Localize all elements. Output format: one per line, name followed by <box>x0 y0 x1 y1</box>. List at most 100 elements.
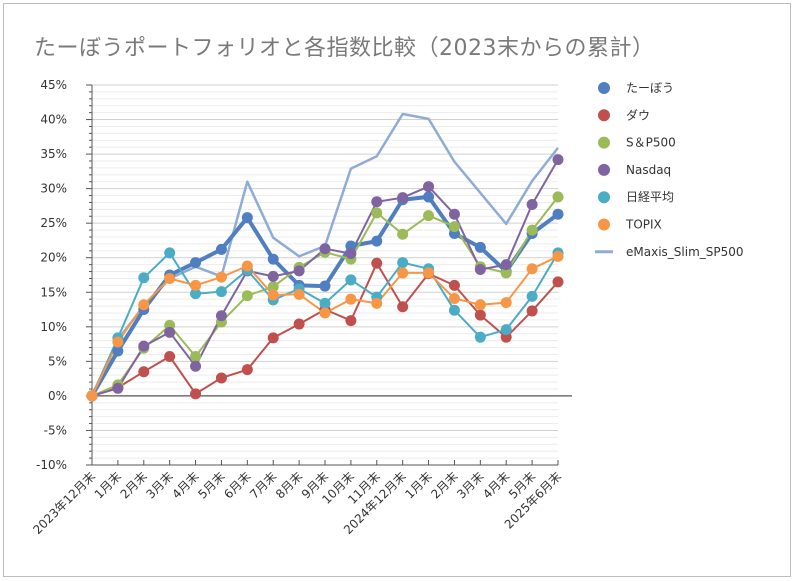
chart-title: たーぼうポートフォリオと各指数比較（2023末からの累計） <box>34 36 655 61</box>
series-lines <box>86 112 564 402</box>
data-point <box>474 309 486 321</box>
legend-marker <box>598 191 610 204</box>
data-point <box>267 270 279 282</box>
series-line-0 <box>90 194 560 397</box>
legend-label: たーぼう <box>626 81 674 95</box>
data-point <box>267 281 279 293</box>
y-tick-label: 20% <box>40 251 67 265</box>
legend-label: TOPIX <box>625 218 662 232</box>
data-point <box>500 331 512 343</box>
data-point <box>526 263 538 275</box>
y-tick-label: 10% <box>40 320 67 334</box>
data-point <box>241 364 253 376</box>
legend-marker <box>598 218 610 231</box>
data-point <box>448 304 460 316</box>
data-point <box>293 265 305 277</box>
data-point <box>423 191 435 203</box>
x-tick-label: 3月末 <box>454 469 486 501</box>
x-tick-label: 1月末 <box>402 469 434 501</box>
y-tick-label: -10% <box>36 458 67 472</box>
data-point <box>526 224 538 236</box>
data-point <box>448 208 460 220</box>
y-tick-label: 15% <box>40 285 67 299</box>
x-axis-ticks: 2023年12月末1月末2月末3月末4月末5月末6月末7月末8月末9月末10月末… <box>30 469 564 537</box>
data-point <box>112 336 124 348</box>
x-tick-label: 7月末 <box>247 469 279 501</box>
data-point <box>500 267 512 279</box>
legend-label: 日経平均 <box>626 190 674 204</box>
grid-lines <box>92 84 558 466</box>
y-axis-ticks: -10% -5% 0% 5% 10% 15% 20% 25% 30% 35% 40% 45% <box>36 78 67 472</box>
y-tick-label: 45% <box>40 78 67 92</box>
data-point <box>397 257 409 269</box>
y-tick-label: 40% <box>40 113 67 127</box>
data-point <box>371 196 383 208</box>
data-point <box>397 228 409 240</box>
data-point <box>371 297 383 309</box>
legend-label: ダウ <box>626 107 650 122</box>
data-point <box>448 221 460 233</box>
data-point <box>345 274 357 286</box>
data-point <box>138 340 150 352</box>
data-point <box>319 280 331 292</box>
data-point <box>319 307 331 319</box>
data-point <box>190 360 202 372</box>
data-point <box>267 332 279 344</box>
data-point <box>423 210 435 222</box>
data-point <box>112 345 124 357</box>
x-tick-label: 4月末 <box>480 469 512 501</box>
legend-marker <box>598 109 610 122</box>
data-point <box>319 297 331 309</box>
data-point <box>190 257 202 269</box>
data-point <box>371 207 383 219</box>
y-tick-label: 30% <box>40 182 67 196</box>
data-point <box>164 326 176 338</box>
legend-label: S＆P500 <box>626 136 676 150</box>
data-point <box>397 301 409 313</box>
data-point <box>448 292 460 304</box>
y-tick-label: 5% <box>48 354 67 368</box>
data-point <box>267 253 279 265</box>
data-point <box>397 192 409 204</box>
data-point <box>112 382 124 394</box>
data-point <box>371 235 383 247</box>
data-point <box>164 351 176 363</box>
data-point <box>552 208 564 220</box>
data-point <box>190 351 202 363</box>
y-tick-label: 25% <box>40 216 67 230</box>
x-tick-label: 3月末 <box>144 469 176 501</box>
data-point <box>552 276 564 288</box>
x-tick-label: 2月末 <box>118 469 150 501</box>
data-point <box>526 199 538 211</box>
data-point <box>345 293 357 305</box>
data-point <box>552 250 564 262</box>
data-point <box>423 181 435 193</box>
legend-label: Nasdaq <box>626 163 671 177</box>
data-point <box>164 272 176 284</box>
data-point <box>423 267 435 279</box>
x-tick-label: 6月末 <box>221 469 253 501</box>
data-point <box>267 289 279 301</box>
data-point <box>500 259 512 271</box>
legend-marker <box>598 163 610 176</box>
data-point <box>190 288 202 300</box>
x-tick-label: 8月末 <box>273 469 305 501</box>
data-point <box>474 331 486 343</box>
y-tick-label: -5% <box>44 423 67 437</box>
data-point <box>241 212 253 224</box>
data-point <box>526 290 538 302</box>
legend-marker <box>598 82 610 94</box>
data-point <box>319 243 331 255</box>
data-point <box>371 257 383 269</box>
data-point <box>138 366 150 378</box>
data-point <box>474 241 486 253</box>
series-line-4 <box>91 251 559 397</box>
data-point <box>293 318 305 330</box>
data-point <box>190 279 202 291</box>
x-tick-label: 2023年12月末 <box>30 469 98 537</box>
data-point <box>190 388 202 400</box>
series-line-2 <box>91 196 559 397</box>
x-tick-label: 2月末 <box>428 469 460 501</box>
